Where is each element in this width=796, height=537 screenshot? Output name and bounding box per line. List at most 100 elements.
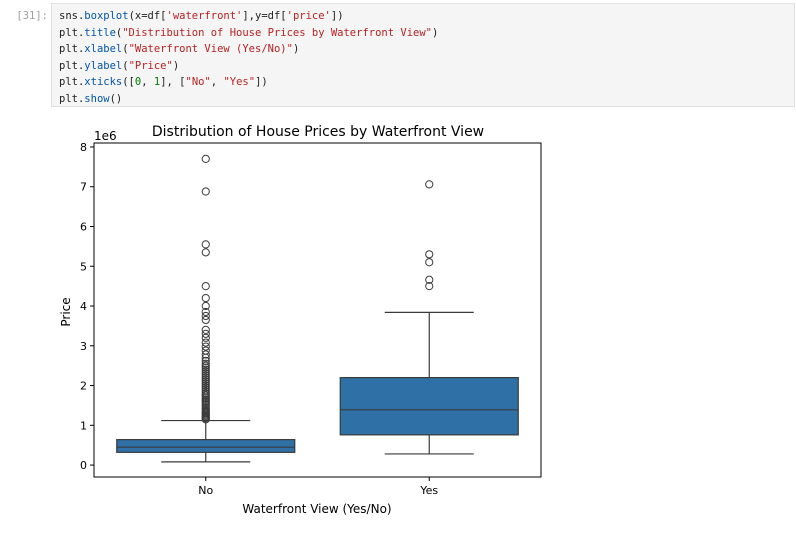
code-token: ])	[255, 76, 268, 88]
code-token: )	[292, 43, 300, 55]
y-tick-label: 3	[80, 340, 87, 353]
x-tick-label: No	[198, 484, 213, 497]
chart-title: Distribution of House Prices by Waterfro…	[152, 124, 484, 140]
code-token: ],y=df[	[242, 10, 287, 22]
y-tick-label: 2	[80, 380, 87, 393]
code-token: sns.	[59, 10, 85, 22]
code-token: ylabel	[84, 59, 123, 72]
code-token: ,	[141, 76, 154, 88]
y-tick-label: 8	[80, 141, 87, 154]
y-tick-label: 6	[80, 221, 87, 234]
outlier-point	[201, 389, 210, 398]
cell-execution-count: [31]:	[16, 10, 48, 22]
code-token: "Price"	[128, 59, 173, 72]
outlier-point	[201, 356, 210, 365]
code-token: plt.	[59, 43, 85, 55]
boxplot-chart: 0 1 2 3 4 5 6 7 8 No Yes Distribution of House Pri…	[59, 124, 542, 516]
outlier-point	[201, 325, 210, 334]
code-token: plt.	[59, 26, 85, 39]
outlier-point	[201, 361, 210, 370]
outlier-point	[201, 350, 210, 359]
code-editor[interactable]: sns.boxplot(x=df['waterfront'],y=df['pri…	[59, 8, 438, 107]
code-token: 'waterfront'	[166, 10, 243, 22]
outlier-point	[201, 315, 210, 325]
code-token: (	[115, 26, 123, 39]
code-token: 1	[153, 76, 161, 88]
code-token: show	[84, 92, 110, 105]
x-tick-label: Yes	[419, 484, 438, 497]
y-axis-offset-label: 1e6	[94, 129, 117, 143]
outlier-point	[201, 387, 210, 396]
outlier-point	[425, 258, 434, 267]
code-token: title	[84, 26, 116, 39]
outlier-point	[201, 154, 210, 164]
code-line: plt.xlabel("Waterfront View (Yes/No)")	[59, 41, 438, 58]
y-tick-label: 4	[80, 300, 87, 313]
code-token: boxplot	[84, 10, 129, 22]
y-axis-label: Price	[59, 297, 73, 326]
code-line: plt.ylabel("Price")	[59, 58, 438, 75]
code-token: ([	[122, 76, 135, 88]
code-token: plt.	[59, 92, 85, 105]
outlier-point	[201, 383, 210, 392]
x-axis-label: Waterfront View (Yes/No)	[242, 502, 391, 516]
code-token: plt.	[59, 59, 85, 72]
outlier-point	[201, 282, 210, 291]
code-line: plt.show()	[59, 91, 438, 108]
outlier-point	[201, 369, 210, 378]
code-token: )	[432, 26, 439, 39]
code-token: (	[122, 59, 129, 72]
outlier-point	[201, 240, 210, 249]
box-no	[116, 439, 296, 453]
code-line: sns.boxplot(x=df['waterfront'],y=df['pri…	[59, 8, 438, 25]
outlier-point	[201, 367, 210, 376]
outlier-point	[201, 248, 210, 257]
outlier-point	[201, 379, 210, 388]
code-cell-input[interactable]: sns.boxplot(x=df['waterfront'],y=df['pri…	[51, 3, 795, 107]
outlier-point	[201, 329, 210, 338]
code-token: ,	[210, 76, 224, 88]
outlier-point	[425, 275, 434, 284]
outlier-point	[201, 371, 210, 380]
outlier-point	[201, 381, 210, 390]
y-tick-label: 0	[80, 459, 87, 472]
code-token: "Waterfront View (Yes/No)"	[128, 43, 293, 55]
outlier-point	[201, 342, 210, 351]
outlier-point	[425, 250, 434, 259]
outlier-point	[425, 180, 434, 189]
code-token: plt.	[59, 76, 85, 88]
y-tick-label: 1	[80, 419, 87, 432]
outlier-point	[201, 359, 210, 368]
outlier-point	[201, 365, 210, 374]
code-line: plt.xticks([0, 1], ["No", "Yes"])	[59, 74, 438, 91]
outlier-point	[201, 307, 210, 317]
outlier-point	[201, 346, 210, 355]
code-line: plt.title("Distribution of House Prices …	[59, 25, 438, 42]
outlier-point	[201, 333, 210, 342]
outlier-point	[201, 375, 210, 384]
code-token: (	[122, 43, 129, 55]
code-token: xlabel	[84, 43, 123, 55]
cell-output: 0 1 2 3 4 5 6 7 8 No Yes Distribution of House Pri…	[51, 112, 796, 533]
code-token: 'price'	[286, 10, 331, 22]
outlier-point	[201, 377, 210, 386]
code-token: 0	[134, 76, 142, 88]
code-token: "Distribution of House Prices by Waterfr…	[122, 26, 432, 39]
outlier-point	[201, 385, 210, 394]
code-token: )	[172, 59, 180, 72]
code-token: (x=df[	[128, 10, 167, 22]
code-token: ()	[109, 92, 123, 105]
outlier-point	[201, 311, 210, 321]
code-token: ])	[330, 10, 344, 22]
outlier-point	[201, 293, 210, 303]
y-tick-label: 5	[80, 260, 87, 273]
outlier-point	[201, 373, 210, 382]
box-yes	[339, 376, 519, 436]
plot-frame	[93, 142, 542, 478]
outlier-point	[425, 282, 434, 291]
outlier-point	[201, 338, 210, 347]
code-token: "No"	[185, 76, 211, 88]
y-tick-label: 7	[80, 181, 87, 194]
code-token: xticks	[84, 76, 123, 88]
outlier-point	[201, 301, 210, 311]
